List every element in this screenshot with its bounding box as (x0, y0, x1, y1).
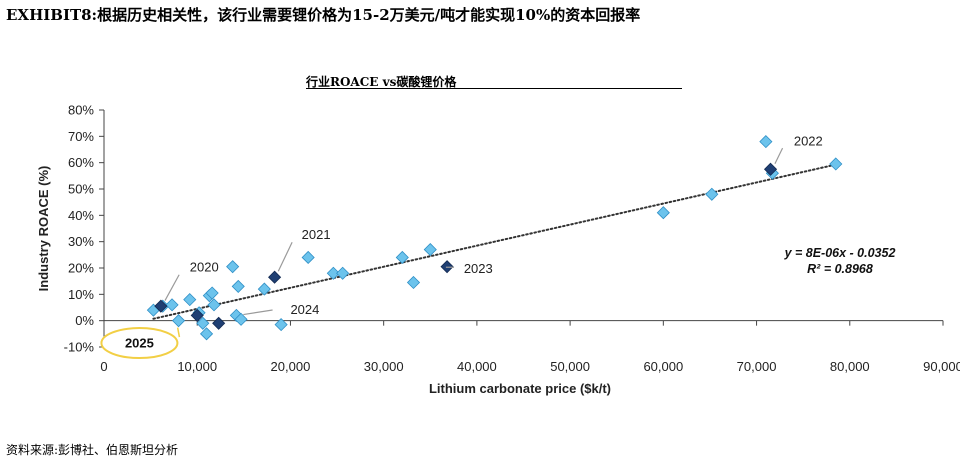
x-tick-label: 80,000 (830, 359, 870, 374)
data-point (234, 312, 248, 326)
x-tick-label: 0 (100, 359, 107, 374)
y-tick-label: -10% (64, 340, 95, 355)
data-point (336, 266, 350, 280)
data-point (205, 286, 219, 300)
badge-ring-2025 (100, 327, 179, 360)
data-point (274, 318, 288, 332)
points-layer (146, 135, 843, 341)
data-point (207, 298, 221, 312)
data-point (229, 308, 243, 322)
trend-r-squared: R² = 0.8968 (807, 262, 873, 276)
x-tick-label: 10,000 (177, 359, 217, 374)
highlight-point (763, 162, 778, 176)
x-tick-label: 60,000 (643, 359, 683, 374)
y-axis-label: Industry ROACE (%) (36, 166, 51, 292)
badge-leader-line (176, 327, 181, 338)
annotation-label-2024: 2024 (290, 302, 319, 317)
y-tick-label: 60% (68, 155, 94, 170)
annotation-label-2020: 2020 (190, 260, 219, 275)
y-tick-label: 40% (68, 208, 94, 223)
data-point (172, 314, 186, 328)
data-point (423, 243, 437, 257)
data-point (395, 250, 409, 265)
y-tick-label: 70% (68, 129, 94, 144)
y-tick-label: 30% (68, 234, 94, 249)
data-point (183, 293, 197, 307)
annotation-leader-2020 (164, 274, 180, 301)
annotations-layer: 2020 2021 2022 2023 2024 2025 (100, 133, 823, 360)
annotation-leader-2024 (243, 309, 273, 316)
x-tick-label: 30,000 (364, 359, 404, 374)
data-point (226, 260, 240, 274)
y-tick-label: 50% (68, 182, 94, 197)
data-point (656, 206, 670, 220)
data-point (829, 157, 843, 171)
chart-title: 行业ROACE vs碳酸锂价格 (306, 75, 457, 89)
data-point (196, 316, 210, 330)
y-tick-label: 80% (68, 103, 94, 118)
axes: -10% 0% 10% 20% 30% 40% 50% 60% 70% 80% 0 10,000 20,… (64, 103, 960, 375)
x-tick-label: 20,000 (271, 359, 311, 374)
exhibit-title: EXHIBIT8:根据历史相关性，该行业需要锂价格为15-2万美元/吨才能实现1… (6, 6, 641, 24)
annotation-label-2021: 2021 (302, 227, 331, 242)
data-point (301, 250, 315, 265)
trendline (152, 163, 837, 320)
annotation-leader-2021 (277, 241, 293, 272)
source-note: 资料来源:彭博社、伯恩斯坦分析 (6, 443, 179, 457)
annotation-label-2022: 2022 (794, 133, 823, 148)
highlight-point (154, 299, 168, 313)
x-tick-label: 70,000 (737, 359, 777, 374)
trendline-layer (152, 163, 837, 320)
data-point (165, 298, 179, 312)
y-tick-label: 0% (75, 313, 94, 328)
highlight-point (212, 316, 226, 330)
annotation-label-2023: 2023 (464, 261, 493, 276)
x-tick-label: 50,000 (550, 359, 590, 374)
y-tick-label: 20% (68, 261, 94, 276)
data-point (199, 327, 214, 341)
highlight-point (190, 308, 204, 322)
data-point (759, 135, 773, 149)
y-tick-label: 10% (68, 287, 94, 302)
data-point (406, 275, 421, 290)
x-tick-label: 90,000 (923, 359, 960, 374)
data-point (705, 187, 719, 201)
annotation-leader-2022 (774, 147, 784, 165)
trend-equation: y = 8E-06x - 0.0352 (784, 246, 896, 260)
x-axis-label: Lithium carbonate price ($k/t) (429, 381, 611, 396)
x-tick-label: 40,000 (457, 359, 497, 374)
highlight-point (268, 270, 282, 284)
data-point (257, 282, 271, 296)
data-point (231, 279, 245, 293)
chart-title-underline (306, 88, 682, 89)
data-point (326, 266, 340, 280)
badge-label-2025: 2025 (125, 336, 154, 351)
